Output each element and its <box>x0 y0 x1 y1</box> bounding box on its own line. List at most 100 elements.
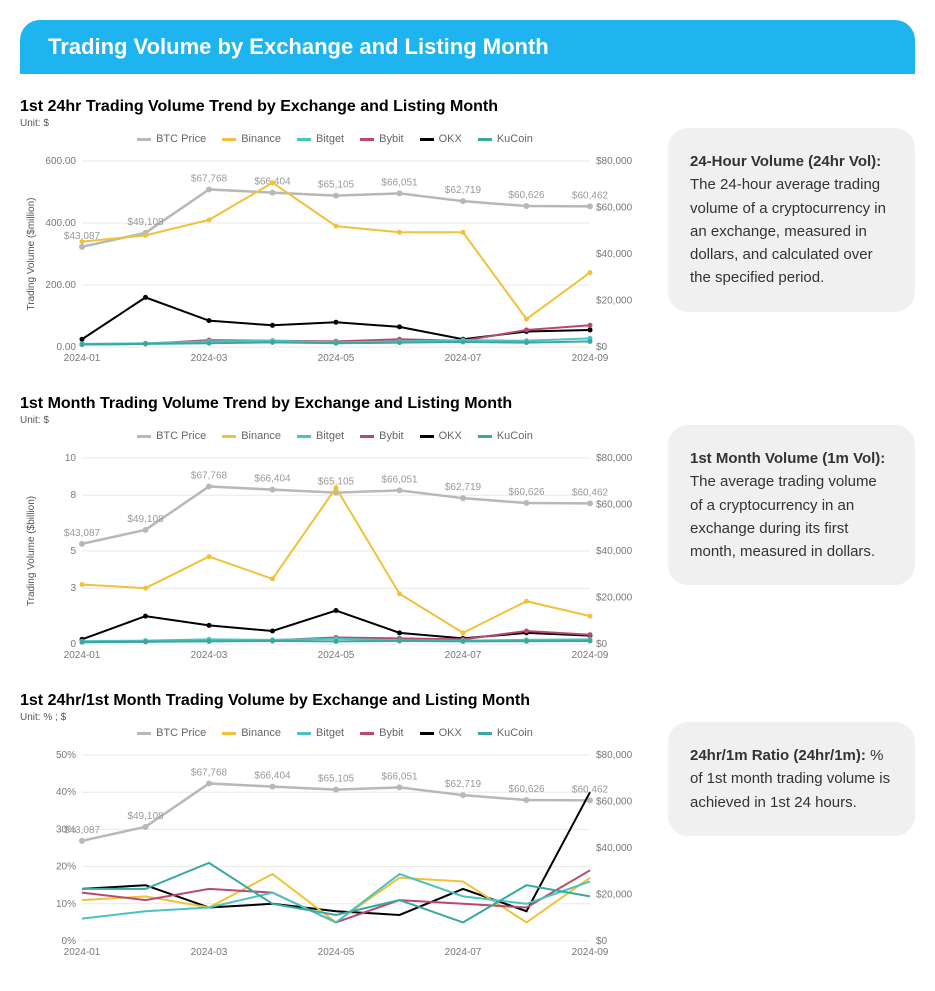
legend-item: KuCoin <box>478 430 533 442</box>
legend-swatch <box>420 435 434 438</box>
svg-text:$66,404: $66,404 <box>254 771 291 782</box>
chart1-block: 1st 24hr Trading Volume Trend by Exchang… <box>20 98 650 371</box>
svg-text:$20,000: $20,000 <box>596 296 633 307</box>
legend-item: Bitget <box>297 430 344 442</box>
svg-text:Trading Volume ($million): Trading Volume ($million) <box>26 197 37 310</box>
legend-swatch <box>222 138 236 141</box>
svg-text:Trading Volume ($billion): Trading Volume ($billion) <box>26 496 37 606</box>
svg-text:3: 3 <box>70 583 76 594</box>
legend-label: Binance <box>241 133 281 145</box>
svg-text:$43,087: $43,087 <box>64 528 101 539</box>
legend-swatch <box>360 732 374 735</box>
svg-text:10%: 10% <box>56 899 76 910</box>
legend-item: Bybit <box>360 727 403 739</box>
legend-label: Bybit <box>379 430 403 442</box>
legend-label: KuCoin <box>497 133 533 145</box>
legend-item: Binance <box>222 133 281 145</box>
svg-text:2024-01: 2024-01 <box>64 947 101 958</box>
svg-text:200.00: 200.00 <box>45 280 76 291</box>
legend-label: BTC Price <box>156 133 206 145</box>
svg-text:$65,105: $65,105 <box>318 180 355 191</box>
svg-text:2024-05: 2024-05 <box>318 353 355 364</box>
legend-item: BTC Price <box>137 133 206 145</box>
legend-swatch <box>420 732 434 735</box>
chart2-block: 1st Month Trading Volume Trend by Exchan… <box>20 395 650 668</box>
chart3-svg: 0%10%20%30%40%50%$0$20,000$40,000$60,000… <box>20 745 650 965</box>
svg-text:$62,719: $62,719 <box>445 482 482 493</box>
svg-text:$67,768: $67,768 <box>191 767 228 778</box>
svg-text:$66,051: $66,051 <box>381 771 418 782</box>
svg-text:$40,000: $40,000 <box>596 249 633 260</box>
legend-swatch <box>360 435 374 438</box>
svg-text:$0: $0 <box>596 342 608 353</box>
legend-item: KuCoin <box>478 133 533 145</box>
chart1-info-title: 24-Hour Volume (24hr Vol): <box>690 153 881 170</box>
page-header: Trading Volume by Exchange and Listing M… <box>20 20 915 74</box>
svg-text:$80,000: $80,000 <box>596 453 633 464</box>
svg-text:5: 5 <box>70 546 76 557</box>
chart1-svg: 0.00200.00400.00600.00$0$20,000$40,000$6… <box>20 151 650 371</box>
legend-swatch <box>360 138 374 141</box>
svg-text:$65,105: $65,105 <box>318 774 355 785</box>
legend-label: Bitget <box>316 727 344 739</box>
legend-label: Binance <box>241 430 281 442</box>
svg-text:2024-05: 2024-05 <box>318 947 355 958</box>
svg-text:$66,051: $66,051 <box>381 177 418 188</box>
svg-text:8: 8 <box>70 490 76 501</box>
legend-swatch <box>137 435 151 438</box>
svg-text:2024-07: 2024-07 <box>445 353 482 364</box>
legend-label: BTC Price <box>156 430 206 442</box>
legend-item: Bitget <box>297 727 344 739</box>
legend-label: Bitget <box>316 430 344 442</box>
svg-text:0: 0 <box>70 639 76 650</box>
legend-label: Bitget <box>316 133 344 145</box>
chart2-unit: Unit: $ <box>20 415 650 426</box>
chart1-title: 1st 24hr Trading Volume Trend by Exchang… <box>20 98 650 116</box>
svg-text:$0: $0 <box>596 936 608 947</box>
chart1-info: 24-Hour Volume (24hr Vol): The 24-hour a… <box>668 128 915 312</box>
svg-text:400.00: 400.00 <box>45 218 76 229</box>
svg-text:$80,000: $80,000 <box>596 156 633 167</box>
chart3-section: 1st 24hr/1st Month Trading Volume by Exc… <box>20 692 915 965</box>
svg-text:2024-09: 2024-09 <box>572 947 609 958</box>
chart1-unit: Unit: $ <box>20 118 650 129</box>
legend-swatch <box>478 435 492 438</box>
svg-text:2024-09: 2024-09 <box>572 353 609 364</box>
svg-text:$67,768: $67,768 <box>191 173 228 184</box>
svg-text:$40,000: $40,000 <box>596 843 633 854</box>
svg-text:$60,626: $60,626 <box>508 190 545 201</box>
svg-text:$40,000: $40,000 <box>596 546 633 557</box>
legend-swatch <box>137 732 151 735</box>
svg-text:$66,051: $66,051 <box>381 474 418 485</box>
chart3-info-title: 24hr/1m Ratio (24hr/1m): <box>690 747 866 764</box>
legend-swatch <box>420 138 434 141</box>
svg-text:10: 10 <box>65 453 77 464</box>
legend-item: Bybit <box>360 133 403 145</box>
legend-item: BTC Price <box>137 727 206 739</box>
svg-text:$66,404: $66,404 <box>254 474 291 485</box>
legend-label: BTC Price <box>156 727 206 739</box>
svg-text:$20,000: $20,000 <box>596 593 633 604</box>
svg-text:$60,462: $60,462 <box>572 190 609 201</box>
legend-item: OKX <box>420 133 462 145</box>
legend-label: OKX <box>439 727 462 739</box>
chart1-section: 1st 24hr Trading Volume Trend by Exchang… <box>20 98 915 371</box>
chart3-title: 1st 24hr/1st Month Trading Volume by Exc… <box>20 692 650 710</box>
legend-item: Bybit <box>360 430 403 442</box>
legend-swatch <box>297 732 311 735</box>
svg-text:0%: 0% <box>62 936 77 947</box>
svg-text:$49,108: $49,108 <box>127 811 164 822</box>
chart2-info: 1st Month Volume (1m Vol): The average t… <box>668 425 915 585</box>
legend-swatch <box>137 138 151 141</box>
svg-text:$62,719: $62,719 <box>445 185 482 196</box>
svg-text:600.00: 600.00 <box>45 156 76 167</box>
svg-text:2024-07: 2024-07 <box>445 947 482 958</box>
legend-item: OKX <box>420 727 462 739</box>
svg-text:$60,000: $60,000 <box>596 500 633 511</box>
legend-swatch <box>478 138 492 141</box>
legend-label: KuCoin <box>497 727 533 739</box>
chart2-legend: BTC PriceBinanceBitgetBybitOKXKuCoin <box>20 430 650 442</box>
chart2-title: 1st Month Trading Volume Trend by Exchan… <box>20 395 650 413</box>
legend-item: Binance <box>222 727 281 739</box>
legend-item: BTC Price <box>137 430 206 442</box>
